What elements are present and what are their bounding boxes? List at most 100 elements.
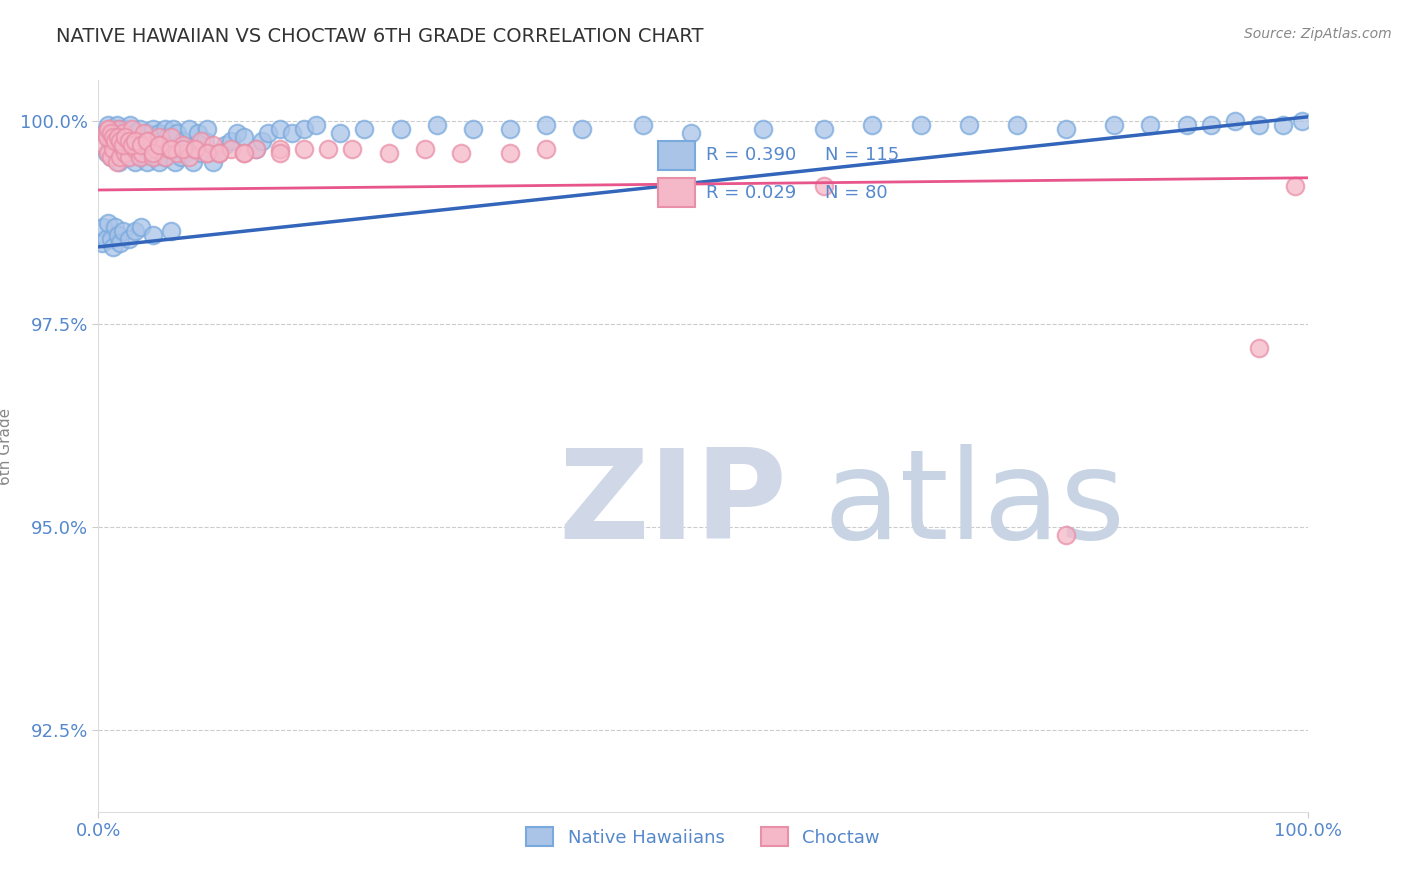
Point bbox=[108, 134, 131, 148]
Point bbox=[226, 126, 249, 140]
Point bbox=[148, 126, 170, 140]
Point bbox=[498, 146, 520, 161]
Point bbox=[129, 138, 152, 153]
Point bbox=[150, 138, 173, 153]
Point bbox=[184, 142, 207, 156]
Point bbox=[97, 122, 120, 136]
Point bbox=[860, 118, 883, 132]
Point bbox=[124, 134, 146, 148]
Point bbox=[1199, 118, 1222, 132]
Point bbox=[111, 126, 134, 140]
Point bbox=[413, 142, 436, 156]
Point bbox=[107, 227, 129, 242]
Point bbox=[145, 142, 167, 156]
Point bbox=[135, 126, 157, 140]
Point bbox=[91, 235, 114, 250]
Point bbox=[142, 151, 165, 165]
Point bbox=[269, 142, 291, 156]
Point bbox=[121, 138, 143, 153]
Point bbox=[166, 138, 188, 153]
Point bbox=[98, 122, 121, 136]
Point bbox=[679, 126, 702, 140]
Point bbox=[463, 122, 485, 136]
Point bbox=[179, 151, 201, 165]
Point bbox=[208, 146, 231, 161]
Point bbox=[571, 122, 593, 136]
Point bbox=[100, 151, 122, 165]
Point bbox=[108, 122, 131, 136]
Point bbox=[128, 151, 150, 165]
Point bbox=[97, 146, 120, 161]
Point bbox=[105, 154, 128, 169]
Point bbox=[450, 146, 472, 161]
Point bbox=[1054, 122, 1077, 136]
Point bbox=[957, 118, 980, 132]
Point bbox=[174, 146, 197, 161]
Text: atlas: atlas bbox=[824, 444, 1126, 565]
Point bbox=[107, 130, 129, 145]
Point bbox=[94, 126, 117, 140]
Point bbox=[172, 134, 194, 148]
Point bbox=[194, 134, 217, 148]
Point bbox=[214, 138, 236, 153]
Point bbox=[292, 142, 315, 156]
Point bbox=[93, 126, 115, 140]
Point bbox=[1284, 178, 1306, 193]
Point bbox=[142, 227, 165, 242]
Point bbox=[100, 151, 122, 165]
Point bbox=[269, 122, 291, 136]
Point bbox=[104, 134, 127, 148]
Point bbox=[163, 154, 186, 169]
Text: ZIP: ZIP bbox=[558, 444, 786, 565]
Point bbox=[138, 134, 160, 148]
Point bbox=[153, 151, 176, 165]
Point bbox=[124, 224, 146, 238]
Point bbox=[150, 134, 173, 148]
Point bbox=[114, 130, 136, 145]
Point bbox=[269, 146, 291, 161]
Point bbox=[114, 146, 136, 161]
Point bbox=[910, 118, 932, 132]
Point bbox=[172, 142, 194, 156]
Point bbox=[101, 142, 124, 156]
Point bbox=[162, 122, 184, 136]
Point bbox=[118, 118, 141, 132]
Point bbox=[135, 154, 157, 169]
Point bbox=[631, 118, 654, 132]
Point bbox=[110, 138, 132, 153]
Point bbox=[305, 118, 328, 132]
Point bbox=[110, 126, 132, 140]
Point bbox=[187, 126, 209, 140]
Point bbox=[1272, 118, 1295, 132]
Point bbox=[202, 138, 225, 153]
Point bbox=[143, 151, 166, 165]
FancyBboxPatch shape bbox=[658, 141, 695, 170]
Point bbox=[1139, 118, 1161, 132]
Point bbox=[115, 134, 138, 148]
Point bbox=[91, 219, 114, 234]
Point bbox=[93, 138, 115, 153]
Point bbox=[124, 154, 146, 169]
Point bbox=[342, 142, 364, 156]
Point bbox=[148, 130, 170, 145]
Point bbox=[108, 122, 131, 136]
Point bbox=[100, 126, 122, 140]
Point bbox=[108, 142, 131, 156]
Point bbox=[96, 130, 118, 145]
Point bbox=[534, 142, 557, 156]
Y-axis label: 6th Grade: 6th Grade bbox=[0, 408, 13, 484]
FancyBboxPatch shape bbox=[658, 178, 695, 207]
Point bbox=[232, 130, 254, 145]
Point bbox=[114, 122, 136, 136]
Point bbox=[195, 122, 218, 136]
Point bbox=[179, 122, 201, 136]
Point bbox=[107, 130, 129, 145]
Point bbox=[105, 146, 128, 161]
Text: R = 0.390: R = 0.390 bbox=[706, 146, 797, 164]
Point bbox=[172, 138, 194, 153]
Point bbox=[131, 146, 153, 161]
Point bbox=[131, 130, 153, 145]
Point bbox=[813, 178, 835, 193]
Text: N = 80: N = 80 bbox=[825, 184, 889, 202]
Point bbox=[1175, 118, 1198, 132]
